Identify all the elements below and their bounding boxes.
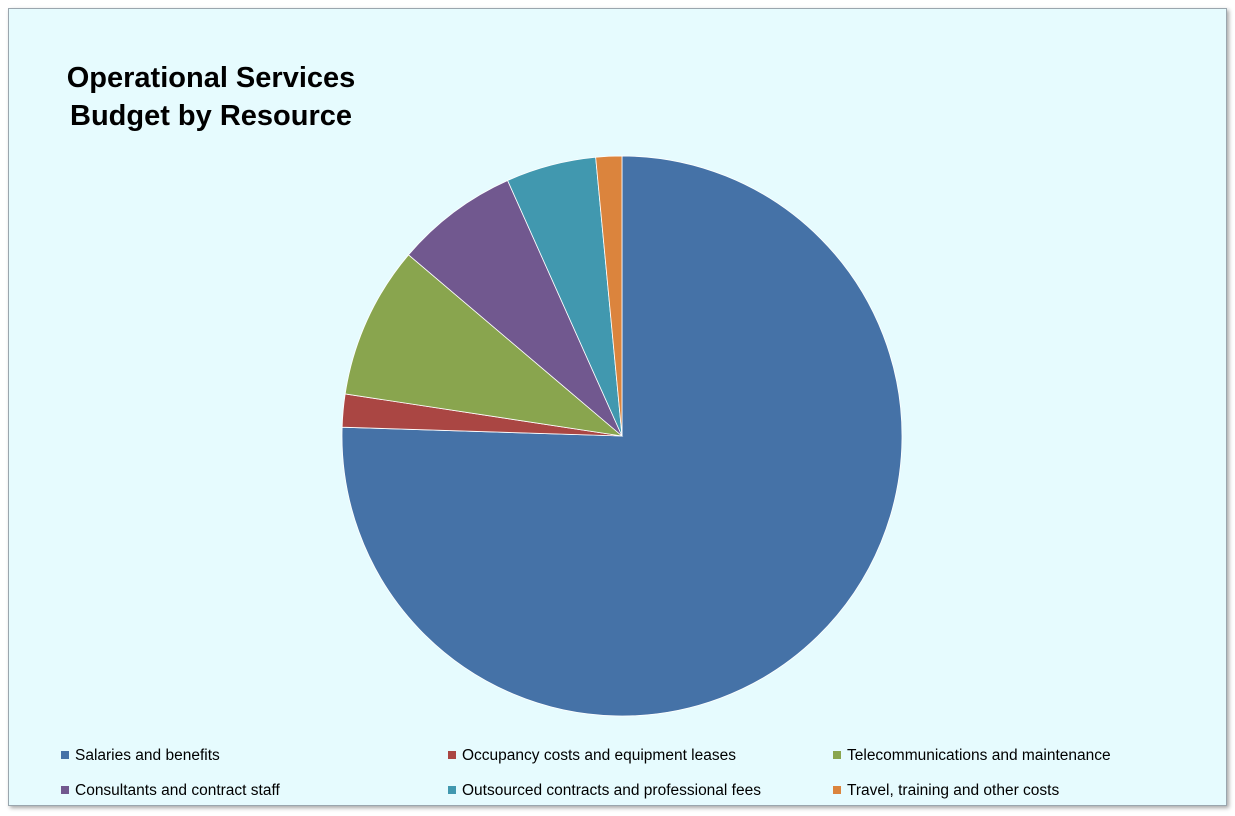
legend-swatch-consultants (61, 786, 69, 794)
legend-swatch-salaries (61, 751, 69, 759)
legend-item-occupancy: Occupancy costs and equipment leases (448, 745, 736, 767)
legend-label-salaries: Salaries and benefits (75, 747, 220, 764)
chart-legend: Salaries and benefits Occupancy costs an… (61, 745, 1211, 805)
pie-chart (341, 155, 903, 717)
legend-swatch-outsourced (448, 786, 456, 794)
legend-item-travel: Travel, training and other costs (833, 780, 1059, 802)
chart-title-line-1: Operational Services (66, 62, 356, 94)
legend-label-outsourced: Outsourced contracts and professional fe… (462, 782, 761, 799)
chart-title: Operational Services Budget by Resource (41, 59, 381, 135)
legend-swatch-travel (833, 786, 841, 794)
legend-label-occupancy: Occupancy costs and equipment leases (462, 747, 736, 764)
chart-frame: Operational Services Budget by Resource … (8, 8, 1227, 806)
legend-label-travel: Travel, training and other costs (847, 782, 1060, 799)
legend-item-consultants: Consultants and contract staff (61, 780, 280, 802)
legend-item-telecommunications: Telecommunications and maintenance (833, 745, 1111, 767)
legend-item-salaries: Salaries and benefits (61, 745, 220, 767)
pie-slice-telecommunications (344, 254, 624, 437)
legend-item-outsourced: Outsourced contracts and professional fe… (448, 780, 761, 802)
chart-title-line-2: Budget by Resource (70, 100, 352, 132)
legend-label-telecommunications: Telecommunications and maintenance (847, 747, 1111, 764)
pie-slice-consultants (407, 179, 623, 437)
legend-swatch-telecommunications (833, 751, 841, 759)
pie-slice-travel (595, 155, 623, 437)
legend-swatch-occupancy (448, 751, 456, 759)
legend-label-consultants: Consultants and contract staff (75, 782, 280, 799)
